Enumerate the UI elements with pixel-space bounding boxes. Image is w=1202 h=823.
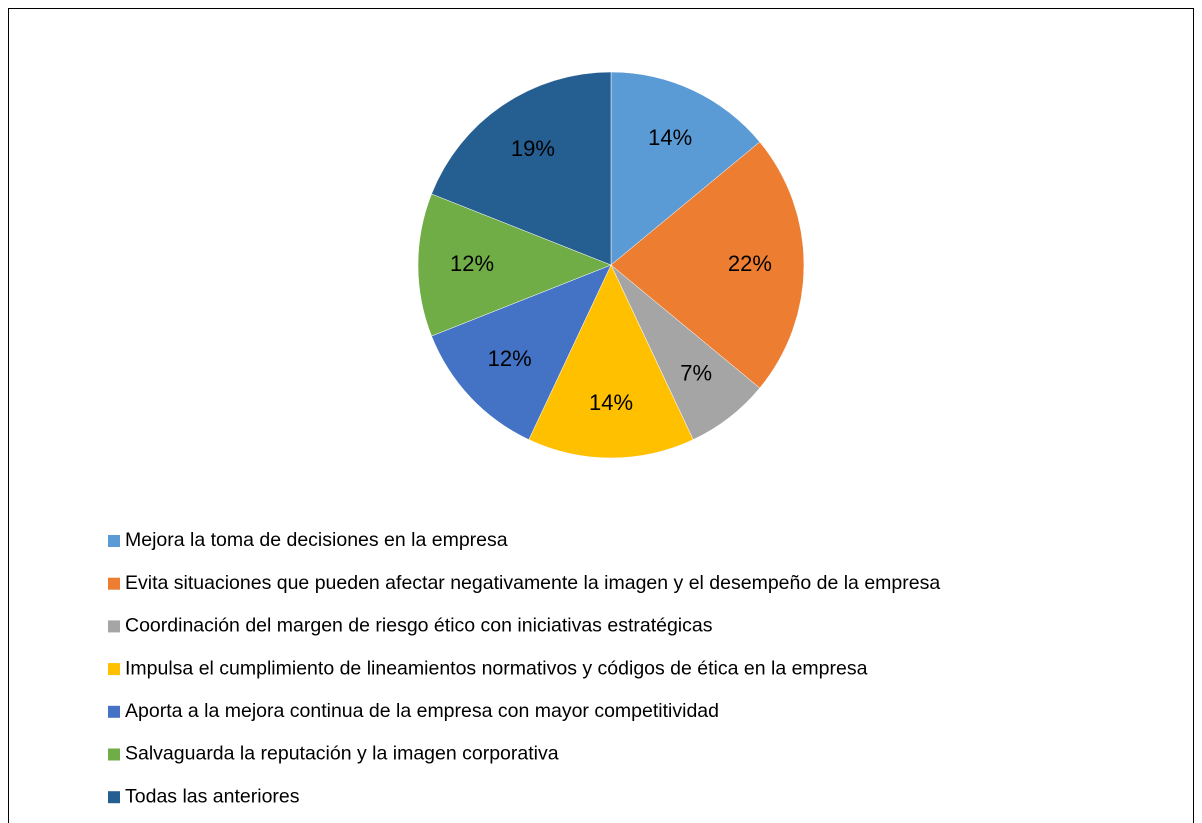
data-label: 14% [589,390,633,415]
legend-swatch [108,748,120,761]
pie-slice [610,141,805,389]
legend-swatch [108,791,120,804]
legend-label: Mejora la toma de decisiones en la empre… [125,529,508,551]
pie-slice [528,264,694,459]
pie-slice [431,71,612,266]
legend-label: Aporta a la mejora continua de la empres… [125,700,719,722]
data-label: 19% [511,136,555,161]
legend-label: Todas las anteriores [125,785,300,807]
legend-swatch [108,705,120,718]
pie-slice [417,193,612,337]
legend-label: Salvaguarda la reputación y la imagen co… [125,743,559,765]
data-label: 12% [450,251,494,276]
pie-slice [431,264,612,440]
legend-swatch [108,577,120,590]
data-label: 7% [680,361,712,386]
data-label: 22% [728,251,772,276]
legend-label: Coordinación del margen de riesgo ético … [125,615,713,637]
legend-swatch [108,620,120,633]
data-label: 12% [488,346,532,371]
data-label: 14% [648,125,692,150]
pie-slice [610,71,761,266]
legend-label: Evita situaciones que pueden afectar neg… [125,572,940,594]
legend-label: Impulsa el cumplimiento de lineamientos … [125,657,868,679]
legend-swatch [108,663,120,676]
legend-swatch [108,535,120,547]
